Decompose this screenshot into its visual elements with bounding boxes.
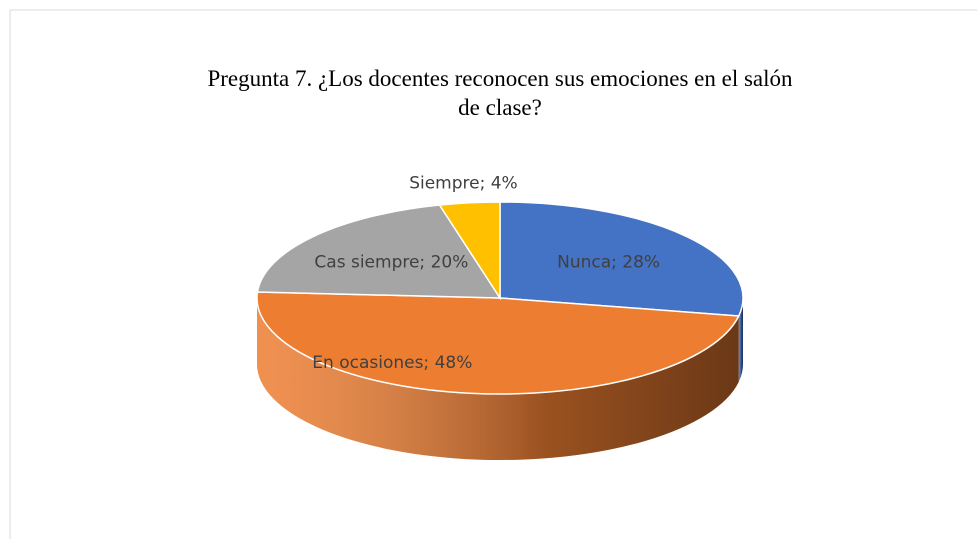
slice: En ocasiones [256,291,740,395]
slice-side-shade [738,298,743,382]
data-label: Siempre; 4% [409,174,518,194]
data-label: En ocasiones; 48% [312,353,472,373]
slice: Siempre [438,201,501,301]
slice-side-shade [257,298,739,460]
slice: Nunca [499,201,744,317]
chart-title: Pregunta 7. ¿Los docentes reconocen sus … [207,66,793,120]
data-label: Cas siempre; 20% [314,253,468,273]
data-label: Nunca; 28% [557,253,660,273]
slice: Cas siempre [256,204,502,299]
